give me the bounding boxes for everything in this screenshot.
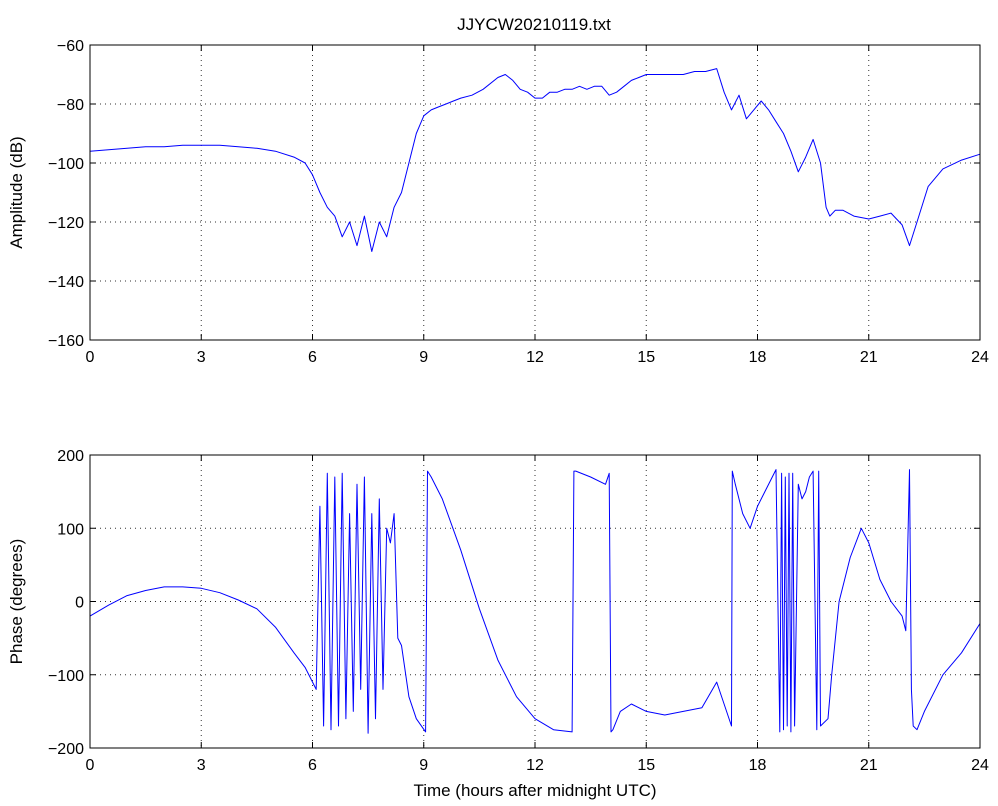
x-axis-label: Time (hours after midnight UTC) (413, 781, 656, 800)
phase-chart: 0 3 6 9 12 15 18 21 24 200 100 0 −100 −200 Phase (de… (7, 448, 989, 800)
amplitude-x-tick-label: 0 (86, 349, 95, 366)
phase-y-tick-label: −100 (48, 668, 84, 685)
phase-x-tick-labels: 0 3 6 9 12 15 18 21 24 (86, 757, 989, 774)
phase-x-tick-label: 18 (749, 757, 767, 774)
amplitude-y-tick-label: −120 (48, 215, 84, 232)
amplitude-x-tick-label: 18 (749, 349, 767, 366)
phase-y-tick-label: 100 (57, 521, 84, 538)
phase-plot-frame (89, 454, 981, 749)
amplitude-y-tick-label: −60 (57, 38, 84, 55)
amplitude-grid (90, 45, 980, 340)
amplitude-x-tick-label: 15 (637, 349, 655, 366)
amplitude-x-tick-label: 9 (419, 349, 428, 366)
phase-x-tick-label: 6 (308, 757, 317, 774)
phase-x-tick-label: 15 (637, 757, 655, 774)
phase-y-tick-label: 200 (57, 448, 84, 465)
amplitude-series (89, 68, 981, 252)
amplitude-y-axis-label: Amplitude (dB) (7, 136, 26, 248)
phase-y-axis-label: Phase (degrees) (7, 539, 26, 665)
amplitude-chart: JJYCW20210119.txt 0 3 6 9 12 15 18 21 24 −60−80−… (7, 15, 989, 366)
phase-x-tick-label: 21 (860, 757, 878, 774)
phase-series-line (89, 469, 981, 734)
amplitude-y-tick-labels: −60 −80 −100 −120 −140 −160 (48, 38, 84, 350)
phase-x-tick-label: 24 (971, 757, 989, 774)
amplitude-y-tick-label: −80 (57, 97, 84, 114)
amplitude-y-tick-label: −160 (48, 333, 84, 350)
phase-x-tick-label: 0 (86, 757, 95, 774)
phase-x-tick-label: 9 (419, 757, 428, 774)
amplitude-y-tick-label: −100 (48, 156, 84, 173)
amplitude-x-tick-label: 21 (860, 349, 878, 366)
amplitude-x-tick-label: 12 (526, 349, 544, 366)
amplitude-x-tick-label: 6 (308, 349, 317, 366)
phase-y-tick-label: −200 (48, 741, 84, 758)
phase-x-tick-label: 3 (197, 757, 206, 774)
phase-y-tick-label: 0 (75, 595, 84, 612)
amplitude-x-tick-label: 24 (971, 349, 989, 366)
amplitude-series-line (89, 68, 981, 252)
phase-grid (90, 455, 980, 748)
amplitude-x-tick-labels: 0 3 6 9 12 15 18 21 24 (86, 349, 989, 366)
amplitude-y-tick-label: −140 (48, 274, 84, 291)
phase-x-tick-label: 12 (526, 757, 544, 774)
amplitude-x-tick-label: 3 (197, 349, 206, 366)
chart-title: JJYCW20210119.txt (457, 15, 611, 34)
phase-series (89, 469, 981, 734)
phase-y-tick-labels: 200 100 0 −100 −200 (48, 448, 84, 758)
amplitude-plot-frame (89, 44, 981, 341)
